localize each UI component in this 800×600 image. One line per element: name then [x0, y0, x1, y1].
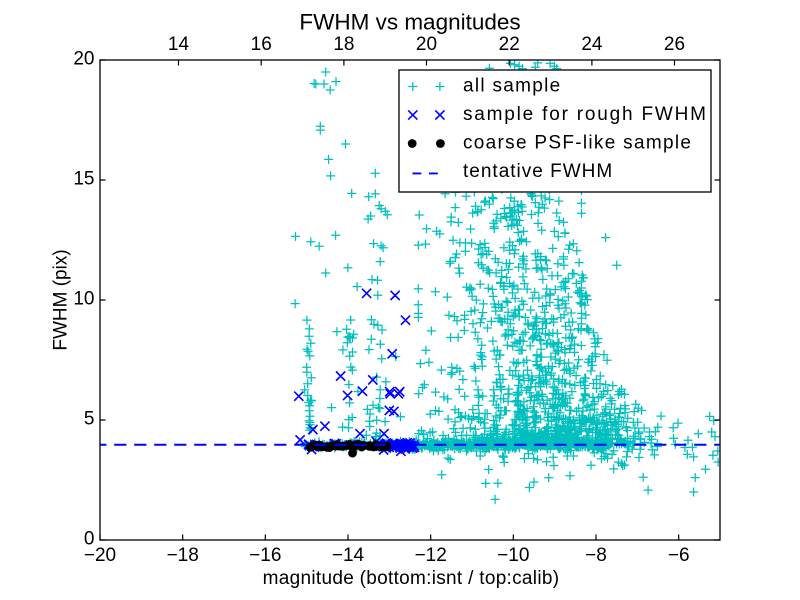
svg-text:tentative FWHM: tentative FWHM	[463, 161, 613, 182]
svg-text:0: 0	[84, 529, 95, 550]
svg-text:−14: −14	[332, 545, 365, 566]
svg-text:sample for rough FWHM: sample for rough FWHM	[463, 104, 708, 125]
svg-text:FWHM (pix): FWHM (pix)	[51, 249, 72, 350]
svg-text:20: 20	[416, 34, 437, 55]
svg-text:14: 14	[168, 34, 190, 55]
svg-text:−10: −10	[497, 545, 529, 566]
svg-text:22: 22	[499, 34, 520, 55]
svg-text:18: 18	[333, 34, 354, 55]
svg-text:26: 26	[664, 34, 685, 55]
svg-text:15: 15	[73, 169, 94, 190]
svg-text:16: 16	[251, 34, 272, 55]
svg-text:−6: −6	[668, 545, 690, 566]
svg-text:FWHM vs magnitudes: FWHM vs magnitudes	[299, 9, 520, 34]
svg-text:−16: −16	[249, 545, 281, 566]
svg-text:20: 20	[73, 49, 94, 70]
svg-text:10: 10	[73, 289, 94, 310]
svg-text:24: 24	[581, 34, 603, 55]
svg-text:−20: −20	[84, 545, 116, 566]
svg-text:coarse PSF-like sample: coarse PSF-like sample	[463, 133, 692, 154]
svg-text:5: 5	[84, 409, 95, 430]
svg-text:−18: −18	[167, 545, 199, 566]
svg-text:−12: −12	[415, 545, 447, 566]
svg-text:magnitude (bottom:isnt / top:c: magnitude (bottom:isnt / top:calib)	[263, 568, 560, 589]
svg-text:all sample: all sample	[463, 76, 562, 97]
svg-text:−8: −8	[585, 545, 607, 566]
